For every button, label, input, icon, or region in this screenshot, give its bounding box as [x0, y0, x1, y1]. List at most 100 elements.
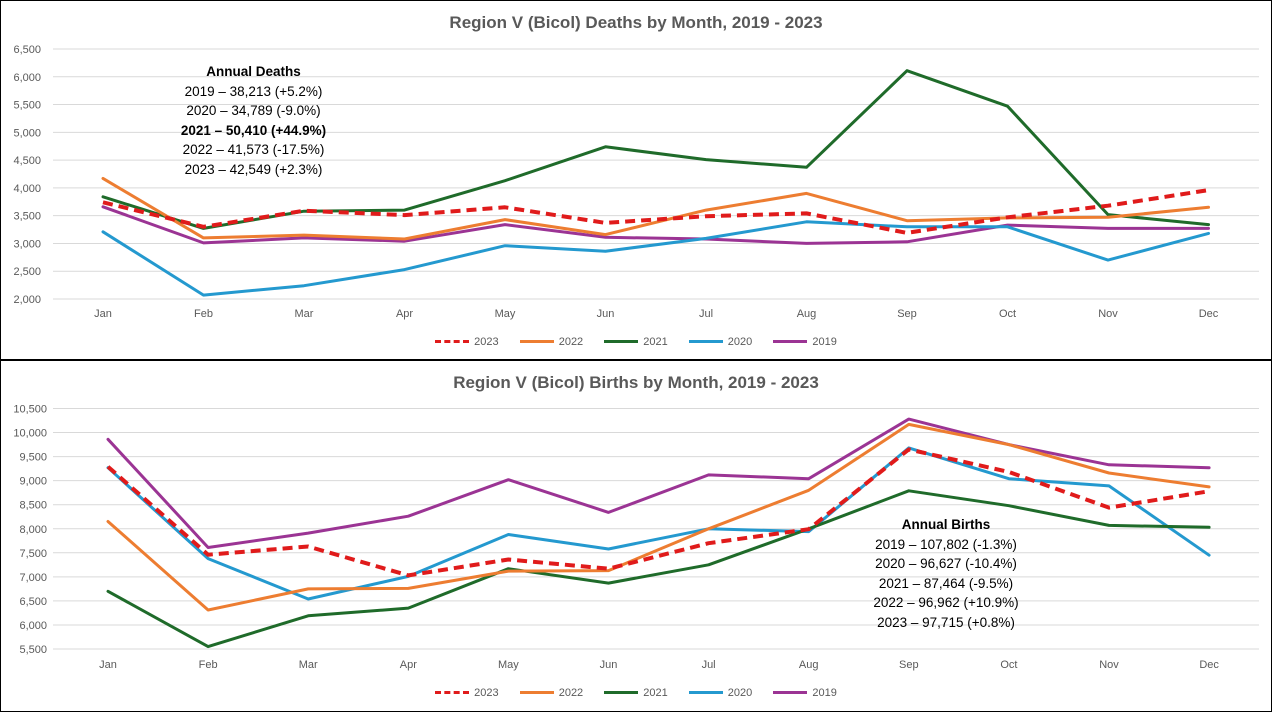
legend-item: 2021: [604, 335, 668, 348]
deaths-x-tick-label: Sep: [897, 308, 917, 320]
births-y-tick-label: 8,500: [19, 500, 47, 512]
annual-deaths-line: 2021 – 50,410 (+44.9%): [180, 122, 327, 138]
births-x-tick-label: Jun: [600, 659, 618, 671]
legend-swatch: [519, 691, 554, 694]
deaths-legend: 2023 2022 2021 2020 2019: [1, 334, 1271, 348]
legend-item: 2019: [773, 335, 837, 348]
legend-item: 2019: [773, 686, 837, 699]
legend-swatch: [773, 340, 808, 343]
legend-item: 2021: [604, 686, 668, 699]
deaths-x-tick-label: Dec: [1199, 308, 1219, 320]
annual-births-line: 2019 – 107,802 (-1.3%): [875, 536, 1017, 552]
deaths-y-tick-label: 4,000: [13, 183, 41, 195]
legend-swatch: [604, 340, 639, 343]
deaths-y-tick-label: 6,500: [13, 44, 41, 56]
deaths-x-tick-label: Jan: [94, 308, 112, 320]
births-legend: 2023 2022 2021 2020 2019: [1, 685, 1271, 699]
births-y-tick-label: 5,500: [19, 644, 47, 656]
legend-label: 2023: [474, 686, 499, 699]
annual-births-line: 2023 – 97,715 (+0.8%): [877, 614, 1015, 630]
legend-item: 2023: [435, 335, 499, 348]
deaths-y-tick-label: 5,000: [13, 127, 41, 139]
legend-swatch: [773, 691, 808, 694]
legend-item: 2023: [435, 686, 499, 699]
births-x-tick-label: Apr: [400, 659, 417, 671]
deaths-y-tick-label: 5,500: [13, 100, 41, 112]
births-x-tick-label: Oct: [1000, 659, 1017, 671]
legend-item: 2022: [519, 335, 584, 348]
births-series-line-2023: [106, 447, 1210, 578]
births-y-tick-label: 8,000: [19, 524, 47, 536]
legend-item: 2022: [519, 686, 584, 699]
annual-births-annotation: Annual Births 2019 – 107,802 (-1.3%) 202…: [841, 515, 1051, 632]
births-chart-panel: 5,500 6,000 6,500 7,000 7,500 8,000 8,500 9,000…: [0, 360, 1272, 712]
births-x-tick-label: Jan: [99, 659, 117, 671]
births-y-tick-label: 7,000: [19, 572, 47, 584]
births-y-tick-label: 9,000: [19, 476, 47, 488]
legend-label: 2023: [474, 335, 499, 348]
births-y-tick-label: 10,500: [13, 404, 47, 416]
legend-label: 2019: [812, 686, 837, 699]
legend-swatch: [688, 340, 723, 343]
legend-label: 2022: [558, 335, 584, 348]
births-x-tick-label: Nov: [1099, 659, 1119, 671]
legend-label: 2021: [643, 686, 668, 699]
deaths-y-tick-label: 3,500: [13, 211, 41, 223]
deaths-x-tick-label: Mar: [295, 308, 314, 320]
births-x-tick-label: Dec: [1199, 659, 1219, 671]
deaths-y-tick-label: 2,500: [13, 266, 41, 278]
births-y-tick-label: 7,500: [19, 548, 47, 560]
legend-swatch: [435, 691, 470, 694]
deaths-chart-title: Region V (Bicol) Deaths by Month, 2019 -…: [449, 13, 823, 32]
births-series-line-2022: [106, 422, 1211, 612]
annual-births-heading: Annual Births: [901, 517, 991, 532]
deaths-x-tick-label: Aug: [797, 308, 817, 320]
legend-swatch: [688, 691, 723, 694]
legend-swatch: [604, 691, 639, 694]
deaths-y-tick-label: 4,500: [13, 155, 41, 167]
births-x-tick-label: Sep: [899, 659, 919, 671]
legend-label: 2020: [727, 335, 753, 348]
annual-deaths-line: 2019 – 38,213 (+5.2%): [184, 83, 323, 99]
births-x-tick-label: Mar: [299, 659, 318, 671]
births-y-tick-label: 10,000: [13, 428, 47, 440]
legend-item: 2020: [688, 686, 753, 699]
legend-swatch: [519, 340, 554, 343]
deaths-series-line-2022: [101, 176, 1210, 241]
legend-swatch: [435, 340, 470, 343]
deaths-series-line-2019: [101, 205, 1210, 245]
births-chart-svg: 5,500 6,000 6,500 7,000 7,500 8,000 8,500 9,000…: [13, 404, 1259, 671]
annual-deaths-line: 2020 – 34,789 (-9.0%): [186, 103, 321, 118]
annual-births-line: 2022 – 96,962 (+10.9%): [873, 595, 1019, 610]
annual-deaths-line: 2022 – 41,573 (-17.5%): [182, 142, 325, 157]
births-x-tick-label: Feb: [199, 659, 218, 671]
deaths-series-line-2021: [101, 69, 1210, 230]
deaths-y-tick-label: 2,000: [13, 294, 41, 306]
deaths-series-line-2023: [102, 188, 1209, 235]
births-series-line-2021: [106, 489, 1211, 649]
births-x-tick-label: May: [498, 659, 519, 671]
deaths-x-tick-label: May: [495, 308, 516, 320]
births-chart-title: Region V (Bicol) Births by Month, 2019 -…: [453, 373, 819, 392]
deaths-chart-panel: 2,000 2,500 3,000 3,500 4,000 4,500 5,000 5,500…: [0, 0, 1272, 360]
births-y-tick-label: 6,500: [19, 596, 47, 608]
annual-births-line: 2020 – 96,627 (-10.4%): [875, 556, 1017, 571]
deaths-x-tick-label: Jun: [597, 308, 615, 320]
annual-births-line: 2021 – 87,464 (-9.5%): [878, 575, 1014, 591]
legend-label: 2021: [643, 335, 668, 348]
births-x-tick-label: Aug: [799, 659, 819, 671]
legend-item: 2020: [688, 335, 753, 348]
deaths-x-tick-label: Nov: [1098, 308, 1118, 320]
annual-deaths-heading: Annual Deaths: [206, 64, 301, 79]
deaths-x-tick-label: Jul: [699, 308, 713, 320]
legend-label: 2020: [727, 686, 753, 699]
deaths-y-tick-label: 6,000: [13, 72, 41, 84]
deaths-chart-svg: 2,000 2,500 3,000 3,500 4,000 4,500 5,000 5,500…: [13, 44, 1259, 320]
legend-label: 2019: [812, 335, 837, 348]
deaths-x-tick-label: Feb: [194, 308, 213, 320]
deaths-x-tick-label: Oct: [999, 308, 1016, 320]
deaths-series-line-2020: [101, 220, 1210, 297]
legend-label: 2022: [558, 686, 584, 699]
births-x-tick-label: Jul: [702, 659, 716, 671]
annual-deaths-line: 2023 – 42,549 (+2.3%): [184, 161, 323, 177]
